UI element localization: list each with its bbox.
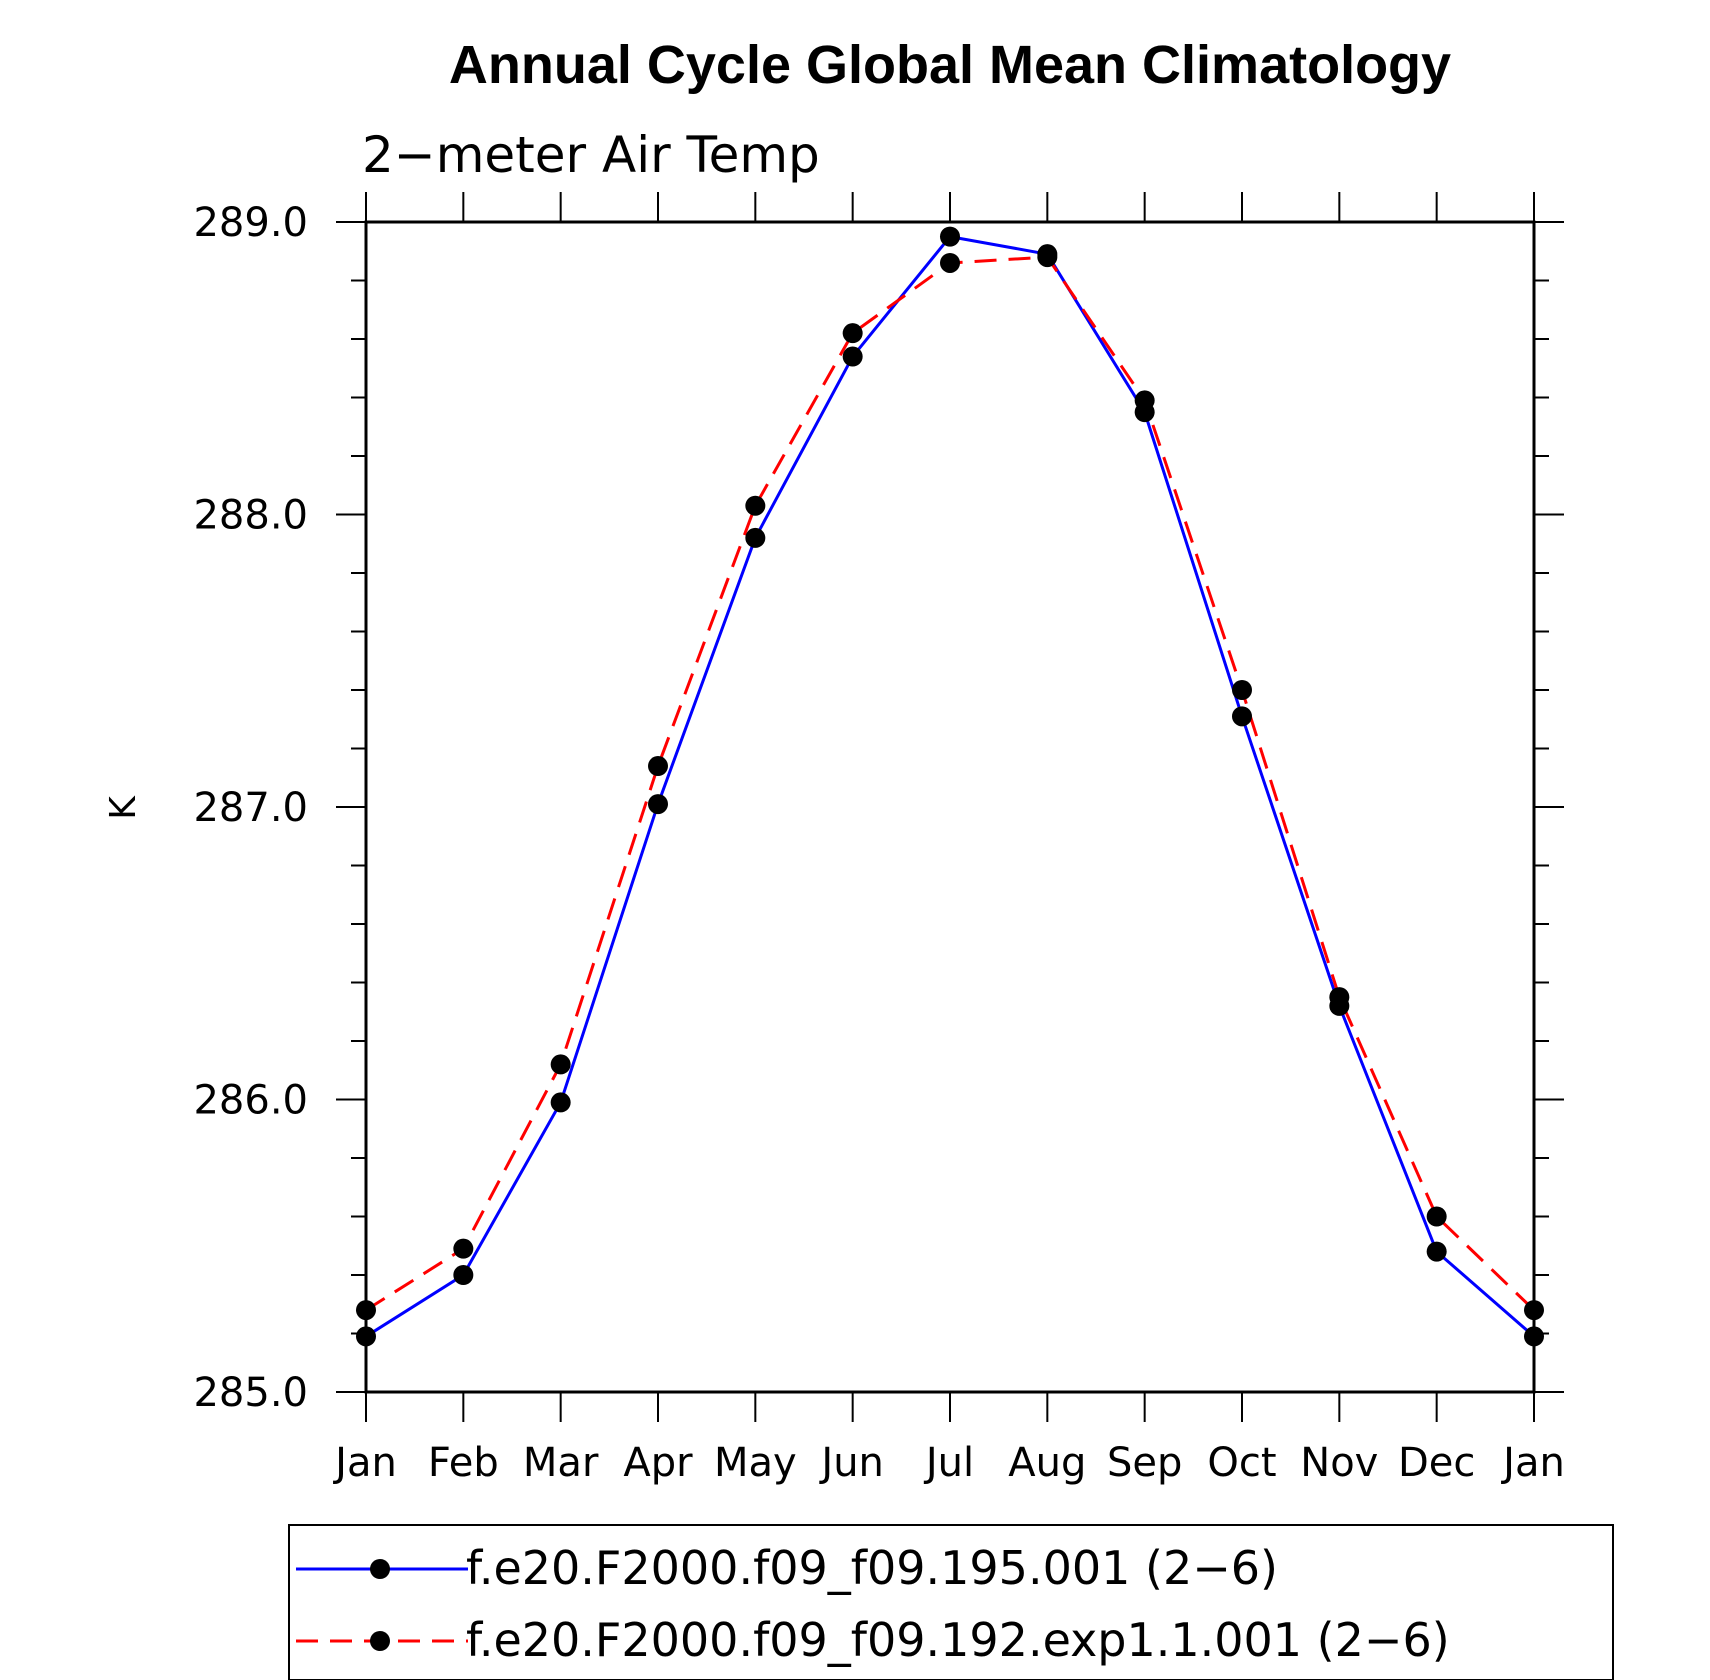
data-point-series-2 [842,323,863,344]
x-tick-label: Feb [428,1440,499,1486]
series-group [356,226,1544,1347]
data-point-series-2 [1134,390,1155,411]
x-tick-label: Dec [1398,1440,1475,1486]
y-tick-label: 285.0 [193,1370,308,1416]
x-tick-label: Nov [1300,1440,1378,1486]
y-tick-label: 287.0 [193,785,308,831]
series-line-1 [365,234,1535,1338]
x-axis-ticks: Jan Feb Mar Apr May Jun Jul Aug Sep Oct Nov Dec Jan [332,192,1565,1486]
series-line-2 [365,255,1536,1312]
data-point-series-1 [550,1092,571,1113]
x-tick-label: Apr [623,1440,693,1486]
data-point-series-1 [745,527,766,548]
y-axis-label: K [103,795,144,820]
data-point-series-2 [1232,680,1252,700]
legend-marker-1 [370,1559,390,1579]
chart-title: Annual Cycle Global Mean Climatology [449,35,1451,95]
data-point-series-1 [1426,1241,1447,1262]
x-tick-label: Jun [818,1440,884,1486]
y-tick-label: 288.0 [193,493,308,539]
data-point-series-1 [453,1265,474,1285]
x-tick-label: Mar [523,1440,599,1486]
data-point-series-2 [940,252,960,273]
x-tick-label: Aug [1008,1440,1086,1486]
y-axis-ticks: 285.0 286.0 287.0 288.0 289.0 [193,200,1564,1416]
data-point-series-1 [1232,706,1252,727]
y-tick-label: 289.0 [193,200,308,246]
data-point-series-1 [842,346,863,367]
legend-box [288,1524,1614,1680]
x-tick-label: Jan [1500,1440,1565,1486]
x-tick-label: Oct [1207,1440,1276,1486]
data-point-series-1 [648,794,668,815]
x-tick-label: Jan [332,1440,397,1486]
legend-label-2: f.e20.F2000.f09_f09.192.exp1.1.001 (2−6) [466,1613,1450,1667]
data-point-series-2 [648,756,668,777]
data-point-series-2 [1329,987,1350,1008]
legend-marker-2 [370,1631,390,1651]
data-point-series-2 [1037,247,1058,268]
data-point-series-2 [550,1054,571,1075]
data-point-series-2 [453,1238,474,1259]
x-tick-label: Jul [923,1440,974,1486]
legend: f.e20.F2000.f09_f09.195.001 (2−6) f.e20.… [288,1524,1614,1680]
chart-subtitle: 2−meter Air Temp [362,126,820,184]
y-tick-label: 286.0 [193,1078,308,1124]
data-point-series-2 [1426,1206,1447,1227]
data-point-series-2 [745,495,766,516]
x-tick-label: Sep [1107,1440,1182,1486]
x-tick-label: May [714,1440,797,1486]
legend-label-1: f.e20.F2000.f09_f09.195.001 (2−6) [466,1541,1278,1595]
data-point-series-1 [940,226,960,247]
plot-frame [364,220,1536,1394]
